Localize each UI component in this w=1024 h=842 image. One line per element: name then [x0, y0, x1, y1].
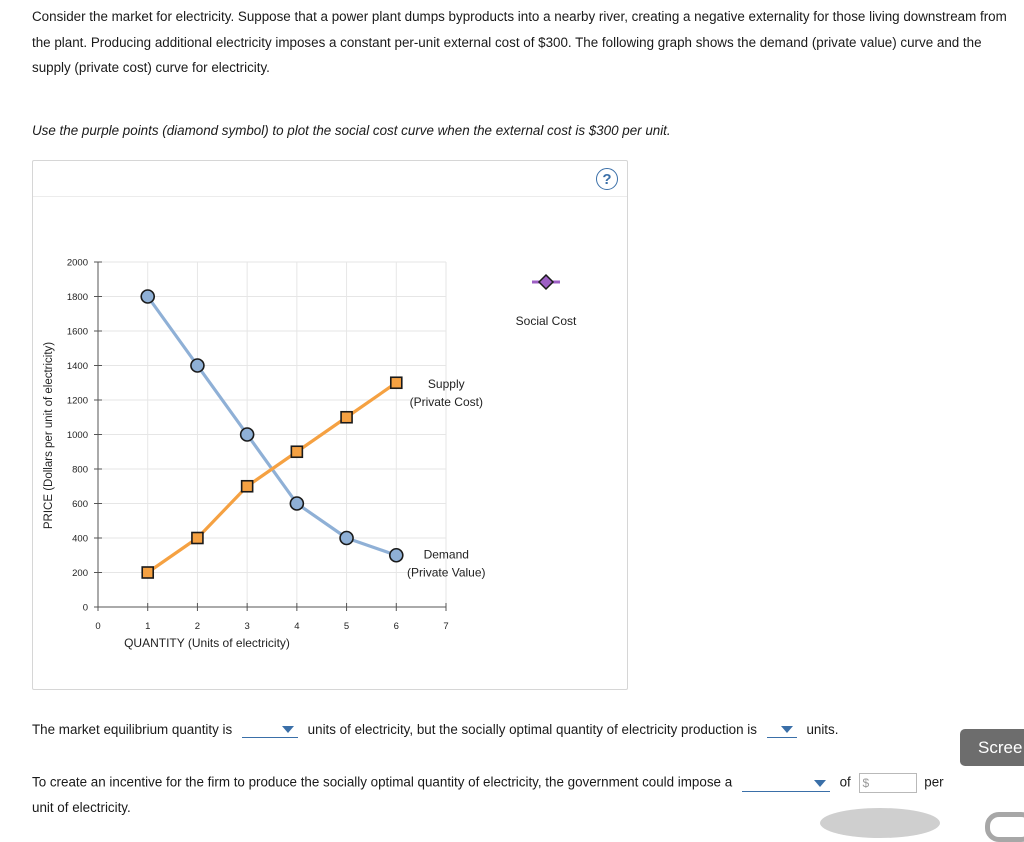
supply-point[interactable]	[389, 376, 403, 390]
diamond-icon[interactable]	[537, 273, 555, 291]
y-tick-label: 200	[72, 568, 88, 579]
decorative-shape	[985, 812, 1024, 842]
y-tick-label: 1800	[67, 292, 88, 303]
y-tick-label: 1200	[67, 396, 88, 407]
x-tick-label: 5	[344, 621, 349, 632]
y-tick-label: 1400	[67, 361, 88, 372]
y-tick-label: 1000	[67, 430, 88, 441]
demand-point[interactable]	[388, 547, 404, 563]
supply-point[interactable]	[141, 566, 155, 579]
y-axis-label: PRICE (Dollars per unit of electricity)	[43, 342, 55, 529]
series-label: (Private Value)	[407, 565, 485, 579]
x-tick-label: 7	[443, 621, 448, 632]
help-icon[interactable]: ?	[596, 168, 618, 190]
y-tick-label: 600	[72, 499, 88, 510]
x-tick-label: 0	[95, 621, 100, 632]
y-tick-label: 2000	[67, 258, 88, 269]
supply-point[interactable]	[340, 410, 353, 424]
x-axis-label: QUANTITY (Units of electricity)	[124, 636, 290, 650]
series-label: (Private Cost)	[410, 395, 483, 409]
chart[interactable]: 0 1 2 3 4 5 6 7 0 200 400 600 800 1000 1200 1400 1600 180…	[33, 161, 627, 689]
y-tick-label: 0	[83, 603, 88, 614]
x-tick-label: 6	[394, 621, 399, 632]
q2-text-1: To create an incentive for the firm to p…	[32, 774, 733, 790]
demand-point[interactable]	[190, 358, 205, 373]
question-equilibrium: The market equilibrium quantity is units…	[32, 721, 838, 739]
x-tick-label: 1	[145, 621, 150, 632]
chevron-down-icon	[780, 726, 793, 733]
decorative-shape	[820, 808, 940, 838]
supply-point[interactable]	[191, 531, 204, 545]
series-label: Supply	[428, 377, 465, 391]
question-policy: To create an incentive for the firm to p…	[32, 773, 944, 793]
q1-text-2: units of electricity, but the socially o…	[307, 722, 757, 737]
demand-point[interactable]	[289, 496, 305, 511]
y-tick-label: 1600	[67, 327, 88, 338]
q2-tail: unit of electricity.	[32, 800, 131, 815]
series-line-demand	[146, 295, 397, 557]
q2-of: of	[839, 774, 851, 790]
supply-point[interactable]	[290, 445, 304, 459]
y-tick-label: 800	[72, 465, 88, 476]
optimal-quantity-dropdown[interactable]	[766, 721, 797, 738]
graph-panel: ? 0 1 2 3 4 5 6 7 0 200 400 600 800 1000 1200 1400 1600 1…	[32, 160, 628, 690]
series-line-supply	[146, 381, 398, 574]
social-cost-label: Social Cost	[516, 314, 577, 328]
equilibrium-quantity-dropdown[interactable]	[241, 721, 298, 738]
demand-point[interactable]	[339, 530, 354, 546]
x-tick-label: 4	[294, 621, 299, 632]
amount-input[interactable]: $	[858, 773, 917, 793]
q2-per: per	[924, 774, 944, 790]
chevron-down-icon	[281, 726, 294, 733]
y-tick-label: 400	[72, 534, 88, 545]
graph-toolbar	[33, 161, 627, 197]
demand-point[interactable]	[140, 289, 156, 304]
x-tick-label: 2	[195, 621, 200, 632]
demand-point[interactable]	[239, 427, 255, 442]
policy-type-dropdown[interactable]	[741, 775, 830, 792]
supply-point[interactable]	[240, 479, 254, 493]
series-label: Demand	[424, 547, 469, 561]
chevron-down-icon	[813, 780, 826, 787]
intro-text: Consider the market for electricity. Sup…	[32, 9, 1007, 75]
q1-text-3: units.	[806, 722, 839, 737]
currency-symbol: $	[862, 776, 870, 790]
q1-text-1: The market equilibrium quantity is	[32, 722, 233, 737]
screen-reader-button[interactable]: Scree	[960, 729, 1024, 766]
instruction-text: Use the purple points (diamond symbol) t…	[32, 123, 671, 138]
x-tick-label: 3	[244, 621, 249, 632]
